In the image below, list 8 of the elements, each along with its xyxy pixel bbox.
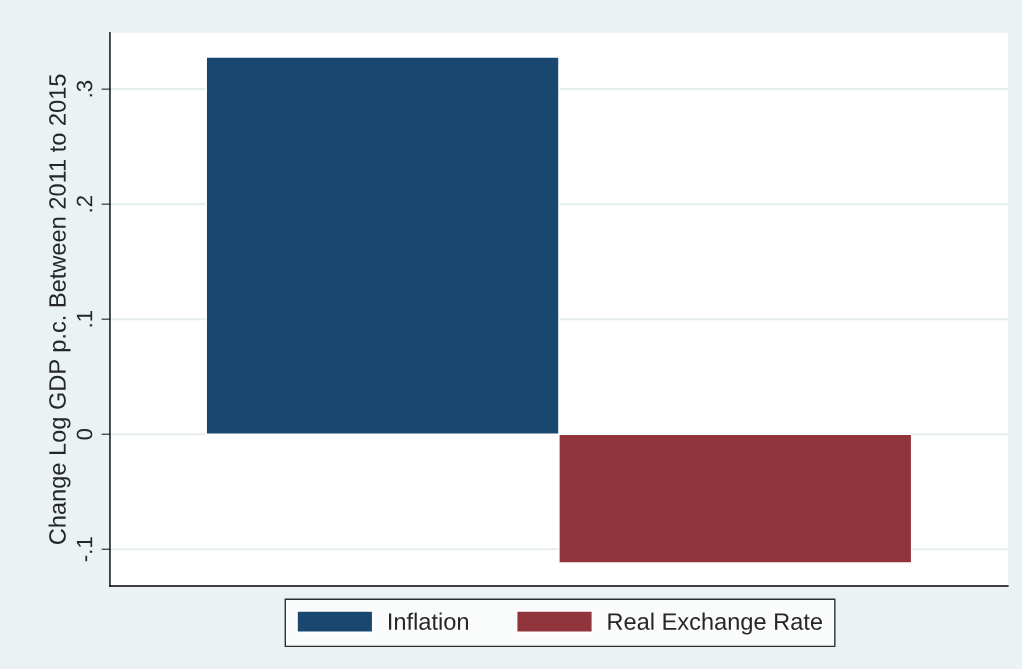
legend-label: Real Exchange Rate	[608, 612, 822, 635]
y-tick-label: .2	[76, 196, 93, 212]
y-tick-label: 0	[76, 428, 93, 440]
legend-label: Inflation	[389, 612, 468, 630]
y-tick-label: .3	[76, 80, 93, 97]
y-tick-label: .1	[76, 311, 93, 327]
y-axis-title: Change Log GDP p.c. Between 2011 to 2015	[48, 74, 71, 545]
y-tick-label: -.1	[76, 537, 93, 562]
